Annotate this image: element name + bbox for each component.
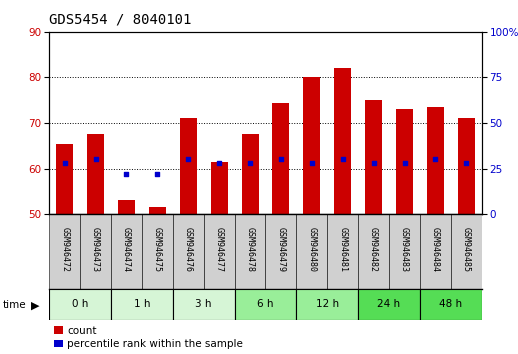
Text: time: time [3,300,26,310]
Bar [49,289,111,320]
Bar [304,78,320,214]
Text: GSM946473: GSM946473 [91,227,100,272]
Text: 6 h: 6 h [257,299,274,309]
Text: GSM946472: GSM946472 [60,227,69,272]
Bar [296,289,358,320]
Text: ▶: ▶ [31,300,39,310]
Bar [396,109,413,214]
Text: GSM946481: GSM946481 [338,227,347,272]
Point [246,160,254,166]
Text: GSM946484: GSM946484 [431,227,440,272]
Bar [204,214,235,289]
Bar [235,289,296,320]
Point [122,171,131,177]
Point [400,160,409,166]
Point [369,160,378,166]
Bar [420,289,482,320]
Bar [265,214,296,289]
Bar [80,214,111,289]
Text: GSM946483: GSM946483 [400,227,409,272]
Bar [118,200,135,214]
Bar [296,214,327,289]
Bar [111,214,142,289]
Point [431,156,440,162]
Bar [173,214,204,289]
Text: GSM946477: GSM946477 [214,227,224,272]
Bar [427,107,444,214]
Point [277,156,285,162]
Text: GSM946478: GSM946478 [246,227,254,272]
Text: 3 h: 3 h [195,299,212,309]
Bar [87,135,104,214]
Bar [180,119,197,214]
Text: 24 h: 24 h [378,299,400,309]
Point [153,171,162,177]
Text: GSM946480: GSM946480 [307,227,316,272]
Text: GDS5454 / 8040101: GDS5454 / 8040101 [49,12,192,27]
Text: GSM946479: GSM946479 [277,227,285,272]
Bar [49,214,80,289]
Text: GSM946476: GSM946476 [184,227,193,272]
Text: 48 h: 48 h [439,299,463,309]
Text: GSM946485: GSM946485 [462,227,471,272]
Point [462,160,470,166]
Bar [241,135,258,214]
Point [215,160,223,166]
Bar [142,214,173,289]
Point [184,156,192,162]
Bar [451,214,482,289]
Bar [235,214,265,289]
Legend: count, percentile rank within the sample: count, percentile rank within the sample [54,326,243,349]
Bar [420,214,451,289]
Point [339,156,347,162]
Bar [358,289,420,320]
Text: GSM946475: GSM946475 [153,227,162,272]
Bar [149,207,166,214]
Bar [56,143,73,214]
Text: 1 h: 1 h [134,299,150,309]
Bar [173,289,235,320]
Bar [111,289,173,320]
Bar [358,214,389,289]
Bar [389,214,420,289]
Text: 12 h: 12 h [315,299,339,309]
Point [61,160,69,166]
Bar [327,214,358,289]
Text: GSM946482: GSM946482 [369,227,378,272]
Bar [211,162,227,214]
Point [308,160,316,166]
Bar [334,68,351,214]
Point [91,156,99,162]
Text: 0 h: 0 h [72,299,88,309]
Bar [365,100,382,214]
Text: GSM946474: GSM946474 [122,227,131,272]
Bar [458,119,475,214]
Bar [272,103,290,214]
